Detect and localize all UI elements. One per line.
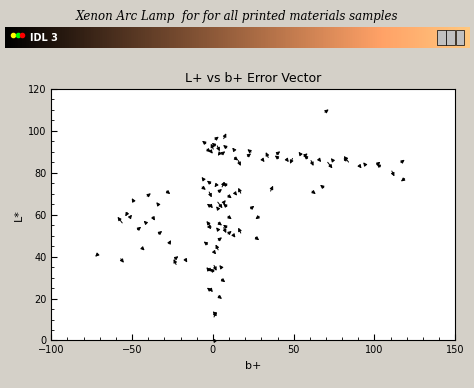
Bar bbox=[456, 30, 464, 45]
Text: Xenon Arc Lamp  for for all printed materials samples: Xenon Arc Lamp for for all printed mater… bbox=[76, 10, 398, 23]
X-axis label: b+: b+ bbox=[245, 361, 262, 371]
Bar bbox=[437, 30, 446, 45]
Text: IDL 3: IDL 3 bbox=[30, 33, 58, 43]
Title: L+ vs b+ Error Vector: L+ vs b+ Error Vector bbox=[185, 72, 321, 85]
Bar bbox=[447, 30, 455, 45]
Y-axis label: L*: L* bbox=[14, 209, 24, 220]
